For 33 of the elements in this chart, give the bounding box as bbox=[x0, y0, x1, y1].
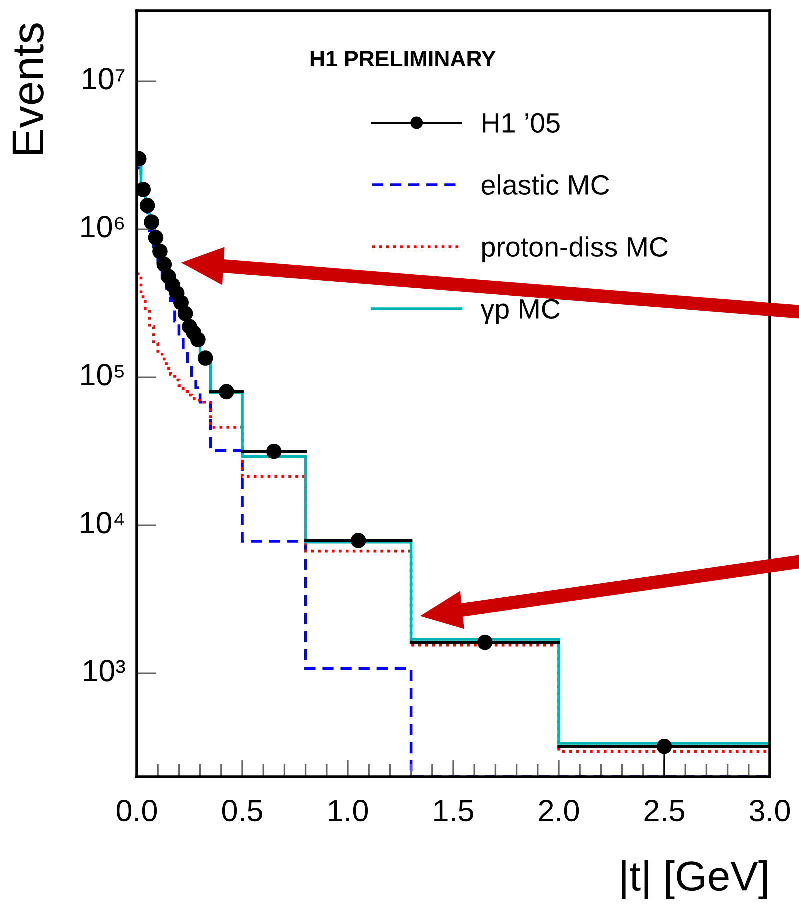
point bbox=[350, 533, 366, 548]
x-tick-label: 2.0 bbox=[539, 800, 580, 822]
y-tick-label: 10⁷ bbox=[83, 68, 125, 90]
x-tick-label: 0.0 bbox=[116, 800, 158, 822]
y-axis-title: Events bbox=[12, 24, 44, 154]
point bbox=[478, 634, 493, 650]
legend-label: proton-diss MC bbox=[482, 236, 668, 263]
point bbox=[156, 256, 172, 272]
x-axis-title: |t| [GeV] bbox=[622, 860, 768, 900]
x-tick-label: 3.0 bbox=[750, 800, 790, 822]
x-tick-label: 1.0 bbox=[329, 800, 368, 822]
x-tick-label: 0.5 bbox=[222, 800, 262, 822]
point bbox=[137, 182, 151, 198]
y-tick-label: 10⁴ bbox=[81, 512, 124, 534]
point bbox=[178, 306, 194, 322]
point bbox=[152, 244, 168, 260]
x-tick-label: 1.5 bbox=[434, 800, 474, 822]
point bbox=[266, 444, 282, 460]
x-tick-label: 2.5 bbox=[644, 800, 684, 822]
point bbox=[144, 214, 160, 230]
legend-label: γp MC bbox=[480, 299, 560, 325]
text: H1 PRELIMINARY bbox=[310, 51, 496, 67]
legend-label: H1 ’05 bbox=[483, 113, 560, 134]
point bbox=[148, 230, 164, 246]
point bbox=[219, 384, 234, 400]
y-tick-label: 10⁵ bbox=[82, 364, 124, 386]
point bbox=[140, 198, 156, 214]
legend-label: elastic MC bbox=[482, 174, 610, 196]
point bbox=[656, 738, 672, 754]
point bbox=[190, 332, 206, 348]
y-tick-label: 10³ bbox=[84, 660, 126, 682]
point bbox=[198, 350, 214, 366]
y-tick-label: 10⁶ bbox=[82, 216, 124, 238]
